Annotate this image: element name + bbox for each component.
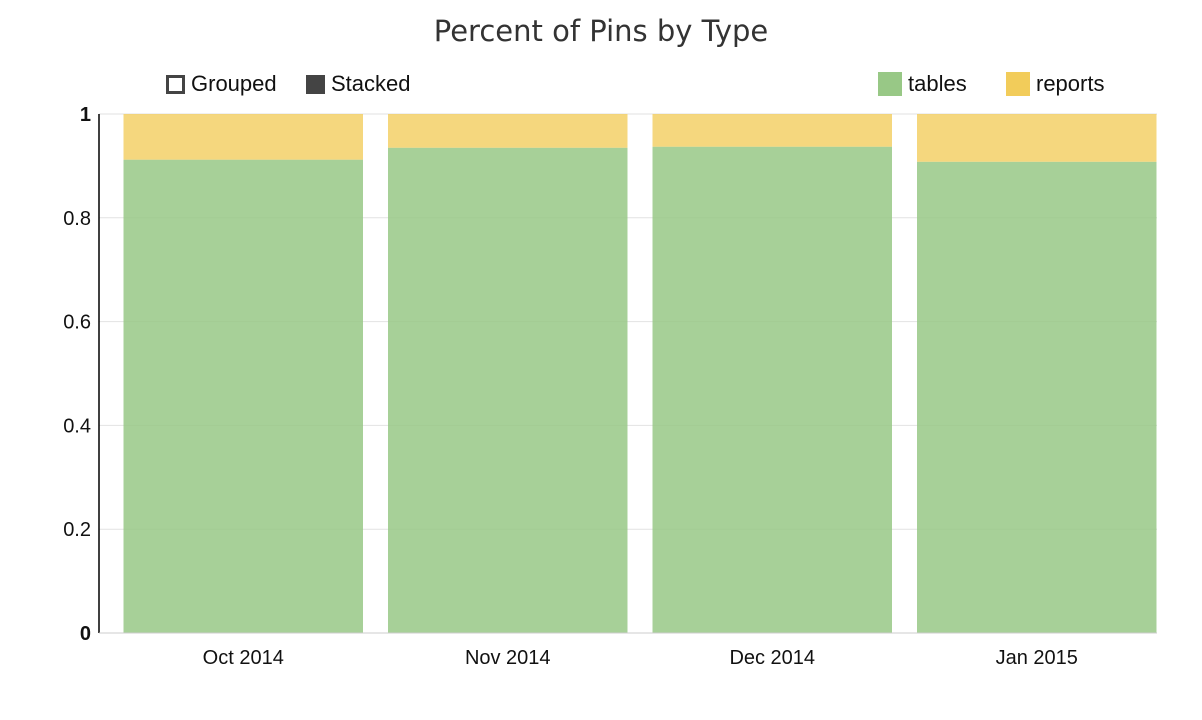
y-tick-label: 0.6 <box>63 312 91 334</box>
y-tick-label: 0.4 <box>63 415 91 437</box>
chart-title: Percent of Pins by Type <box>433 14 769 48</box>
y-tick-label: 0.2 <box>63 519 91 541</box>
legend-swatch-tables <box>878 72 902 96</box>
legend-item-tables[interactable]: tables <box>878 70 967 98</box>
stacked-radio-icon <box>306 74 325 94</box>
stacked-label: Stacked <box>331 71 411 96</box>
bar-tables[interactable] <box>652 146 893 633</box>
x-tick-label: Dec 2014 <box>729 647 815 669</box>
bar-tables[interactable] <box>917 161 1157 634</box>
grouped-label: Grouped <box>191 71 277 96</box>
x-tick-label: Nov 2014 <box>465 647 551 669</box>
bar-tables[interactable] <box>388 147 628 634</box>
x-tick-labels: Oct 2014 Nov 2014 Dec 2014 Jan 2015 <box>203 647 1078 669</box>
grouped-toggle[interactable]: Grouped <box>166 70 277 98</box>
x-tick-label: Jan 2015 <box>996 647 1078 669</box>
stacked-toggle[interactable]: Stacked <box>306 70 411 98</box>
x-tick-label: Oct 2014 <box>203 647 284 669</box>
bar-reports[interactable] <box>917 114 1157 162</box>
y-tick-label: 0.8 <box>63 208 91 230</box>
legend-label-reports: reports <box>1036 71 1105 96</box>
grouped-radio-icon <box>166 74 185 94</box>
y-tick-label: 0 <box>80 623 91 645</box>
bar-tables[interactable] <box>123 159 364 633</box>
bar-reports[interactable] <box>123 114 364 160</box>
legend-swatch-reports <box>1006 72 1030 96</box>
y-tick-label: 1 <box>80 104 91 126</box>
legend-item-reports[interactable]: reports <box>1006 70 1104 98</box>
y-tick-labels: 0 0.2 0.4 0.6 0.8 1 <box>63 104 91 645</box>
bar-reports[interactable] <box>652 114 893 147</box>
bar-reports[interactable] <box>388 114 628 148</box>
bars <box>123 114 1157 634</box>
legend-label-tables: tables <box>908 71 967 96</box>
